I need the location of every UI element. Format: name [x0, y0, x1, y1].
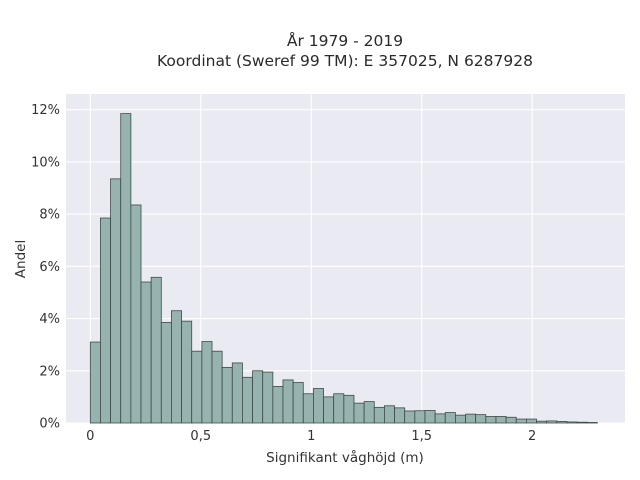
histogram-bar [150, 276, 162, 424]
histogram-bar [171, 310, 182, 424]
histogram-bar [586, 422, 598, 424]
histogram-bar [434, 413, 446, 424]
histogram-bar [465, 413, 477, 424]
histogram-bar [272, 386, 284, 424]
histogram-bar [333, 393, 345, 424]
x-axis-label: Signifikant våghöjd (m) [266, 449, 424, 466]
histogram-bar [404, 410, 416, 424]
x-tick-label: 2 [528, 429, 536, 444]
histogram-bar [252, 370, 264, 424]
histogram-bar [546, 420, 558, 424]
x-axis-ticks: 0 0,5 1 1,5 2 [86, 429, 536, 444]
histogram-bar [160, 322, 172, 424]
histogram-bar [242, 376, 253, 424]
histogram-bar [323, 396, 335, 424]
histogram-bar [576, 421, 588, 424]
x-tick-label: 1,5 [411, 429, 432, 444]
histogram-bar [282, 379, 294, 424]
histogram-bar [231, 362, 243, 424]
histogram-bar [130, 204, 142, 424]
y-tick-label: 6% [39, 260, 60, 275]
histogram-bar [313, 388, 324, 424]
histogram-bar [89, 341, 101, 424]
histogram-bar [181, 320, 193, 424]
x-tick-label: 0 [86, 429, 94, 444]
histogram-bar [536, 420, 548, 424]
x-tick-label: 0,5 [190, 429, 211, 444]
histogram-bar [343, 394, 355, 424]
histogram-bar [140, 281, 152, 424]
histogram-bar [353, 402, 365, 424]
histogram-bar [201, 341, 213, 424]
y-tick-label: 0% [39, 417, 60, 432]
histogram-bar [424, 410, 436, 424]
histogram-bar [485, 416, 497, 424]
histogram-bar [292, 382, 304, 424]
histogram-bar [566, 421, 578, 424]
y-tick-label: 4% [39, 312, 60, 327]
histogram-bar [495, 416, 507, 424]
histogram-bar [454, 414, 466, 424]
histogram-bar [414, 410, 426, 424]
histogram-bar [373, 406, 385, 424]
y-axis-ticks: 0% 2% 4% 6% 8% 10% 12% [31, 103, 60, 431]
histogram-bar [384, 405, 395, 424]
histogram-bar [525, 418, 537, 424]
y-tick-label: 12% [31, 103, 60, 118]
y-tick-label: 2% [39, 364, 60, 379]
histogram-bar [302, 393, 314, 424]
histogram-bar [120, 113, 132, 424]
x-tick-label: 1 [307, 429, 315, 444]
histogram-bar [211, 350, 223, 424]
chart-title: År 1979 - 2019 [287, 31, 403, 50]
histogram-bar [100, 217, 111, 424]
histogram-bar [475, 414, 487, 424]
histogram-bar [515, 418, 527, 424]
y-axis-label: Andel [13, 240, 29, 278]
histogram-bar [444, 412, 456, 424]
bars [89, 113, 598, 424]
histogram-bar [556, 421, 568, 424]
histogram-bar [394, 407, 406, 424]
y-tick-label: 10% [31, 155, 60, 170]
histogram-bar [363, 401, 375, 424]
histogram-bar [262, 371, 274, 424]
histogram-bar [191, 350, 203, 424]
y-tick-label: 8% [39, 208, 60, 223]
chart-subtitle: Koordinat (Sweref 99 TM): E 357025, N 62… [157, 52, 533, 70]
histogram-bar [505, 416, 517, 424]
histogram-bar [221, 366, 233, 424]
histogram-bar [110, 178, 122, 424]
